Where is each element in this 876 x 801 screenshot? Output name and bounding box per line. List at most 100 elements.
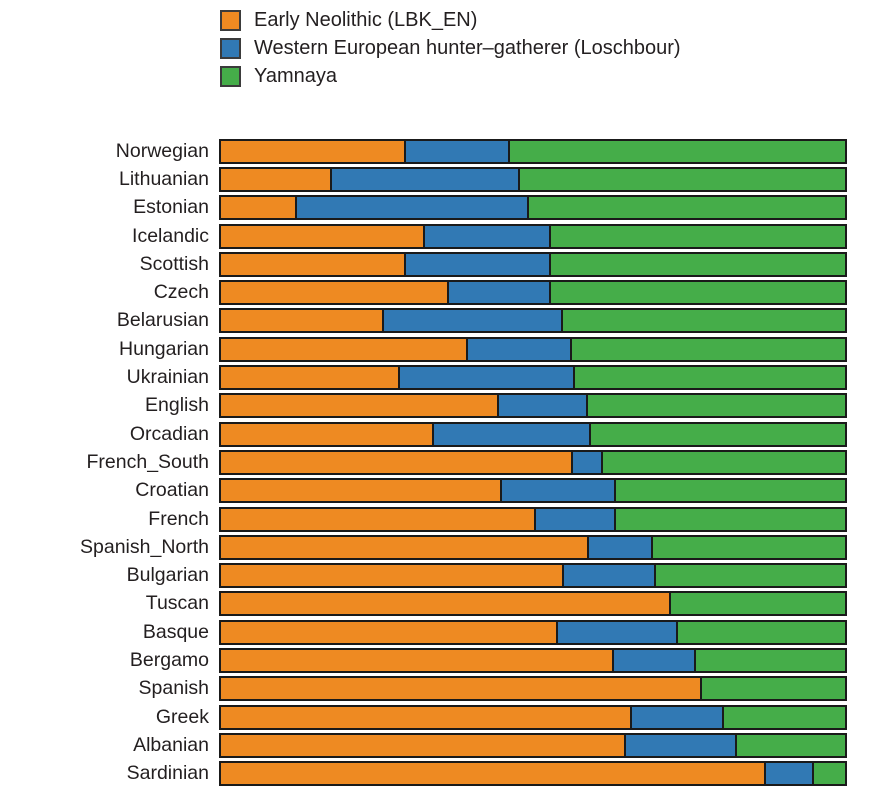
- chart-row-spanish: Spanish: [0, 675, 876, 703]
- stacked-bar: [219, 336, 847, 362]
- bar-segment-hunter-gatherer: [329, 168, 518, 190]
- legend-swatch-yamnaya: [220, 65, 241, 87]
- row-label: Bergamo: [129, 648, 209, 671]
- bar-segment-yamnaya: [548, 225, 845, 247]
- legend-swatch-early-neolithic: [220, 9, 241, 31]
- bar-segment-early-neolithic: [221, 763, 764, 785]
- bar-segment-yamnaya: [560, 310, 845, 332]
- bar-segment-early-neolithic: [221, 282, 448, 304]
- stacked-bar: [219, 365, 847, 391]
- row-label: Basque: [142, 620, 209, 643]
- bar-segment-yamnaya: [573, 367, 845, 389]
- stacked-bar: [219, 421, 847, 447]
- stacked-bar: [219, 449, 847, 475]
- bar-segment-yamnaya: [668, 593, 845, 615]
- row-label: Albanian: [133, 733, 209, 756]
- bar-segment-early-neolithic: [221, 565, 562, 587]
- ancestry-stacked-bar-chart: Norwegian Lithuanian Estonian Icelandic Scot…: [0, 137, 876, 788]
- bar-segment-hunter-gatherer: [630, 706, 723, 728]
- stacked-bar: [219, 195, 847, 221]
- stacked-bar: [219, 591, 847, 617]
- chart-row-english: English: [0, 392, 876, 420]
- row-label: Sardinian: [126, 762, 209, 785]
- bar-segment-early-neolithic: [221, 649, 612, 671]
- bar-segment-early-neolithic: [221, 310, 383, 332]
- row-label: French_South: [86, 450, 210, 473]
- bar-segment-early-neolithic: [221, 451, 572, 473]
- chart-row-french: French: [0, 505, 876, 533]
- legend-item-yamnaya: Yamnaya: [220, 62, 681, 90]
- stacked-bar: [219, 704, 847, 730]
- bar-segment-yamnaya: [694, 649, 845, 671]
- chart-row-french_south: French_South: [0, 448, 876, 476]
- chart-row-bergamo: Bergamo: [0, 646, 876, 674]
- row-label: Czech: [153, 281, 209, 304]
- bar-segment-yamnaya: [613, 480, 845, 502]
- bar-segment-hunter-gatherer: [295, 197, 527, 219]
- legend-label-early-neolithic: Early Neolithic (LBK_EN): [254, 9, 478, 31]
- stacked-bar: [219, 676, 847, 702]
- stacked-bar: [219, 138, 847, 164]
- stacked-bar: [219, 563, 847, 589]
- legend-label-hunter-gatherer: Western European hunter–gatherer (Loschb…: [254, 37, 681, 59]
- chart-row-estonian: Estonian: [0, 194, 876, 222]
- bar-segment-yamnaya: [675, 621, 845, 643]
- bar-segment-early-neolithic: [221, 225, 423, 247]
- bar-segment-early-neolithic: [221, 706, 631, 728]
- bar-segment-early-neolithic: [221, 480, 500, 502]
- row-label: Croatian: [135, 479, 209, 502]
- bar-segment-yamnaya: [653, 565, 845, 587]
- stacked-bar: [219, 393, 847, 419]
- chart-legend: Early Neolithic (LBK_EN) Western European…: [220, 6, 681, 90]
- bar-segment-hunter-gatherer: [624, 734, 735, 756]
- bar-segment-yamnaya: [699, 678, 845, 700]
- chart-row-bulgarian: Bulgarian: [0, 561, 876, 589]
- chart-row-norwegian: Norwegian: [0, 137, 876, 165]
- row-label: Spanish_North: [80, 535, 209, 558]
- bar-segment-hunter-gatherer: [611, 649, 695, 671]
- bar-segment-yamnaya: [517, 168, 845, 190]
- bar-segment-early-neolithic: [221, 338, 466, 360]
- bar-segment-hunter-gatherer: [763, 763, 812, 785]
- bar-segment-early-neolithic: [221, 168, 330, 190]
- row-label: Tuscan: [145, 592, 209, 615]
- chart-row-belarusian: Belarusian: [0, 307, 876, 335]
- bar-segment-hunter-gatherer: [562, 565, 654, 587]
- row-label: Norwegian: [115, 139, 209, 162]
- bar-segment-yamnaya: [722, 706, 846, 728]
- bar-segment-yamnaya: [734, 734, 845, 756]
- bar-segment-hunter-gatherer: [534, 508, 614, 530]
- chart-row-spanish_north: Spanish_North: [0, 533, 876, 561]
- bar-segment-early-neolithic: [221, 367, 398, 389]
- chart-row-basque: Basque: [0, 618, 876, 646]
- chart-row-croatian: Croatian: [0, 477, 876, 505]
- stacked-bar: [219, 506, 847, 532]
- stacked-bar: [219, 761, 847, 787]
- bar-segment-early-neolithic: [221, 508, 535, 530]
- bar-segment-early-neolithic: [221, 678, 700, 700]
- row-label: French: [148, 507, 209, 530]
- bar-segment-hunter-gatherer: [447, 282, 549, 304]
- row-label: Icelandic: [132, 224, 209, 247]
- chart-row-ukrainian: Ukrainian: [0, 363, 876, 391]
- chart-row-icelandic: Icelandic: [0, 222, 876, 250]
- chart-row-scottish: Scottish: [0, 250, 876, 278]
- bar-segment-hunter-gatherer: [431, 423, 589, 445]
- stacked-bar: [219, 166, 847, 192]
- bar-segment-hunter-gatherer: [500, 480, 614, 502]
- legend-label-yamnaya: Yamnaya: [254, 65, 338, 87]
- bar-segment-hunter-gatherer: [382, 310, 561, 332]
- bar-segment-hunter-gatherer: [403, 253, 549, 275]
- bar-segment-early-neolithic: [221, 140, 404, 162]
- stacked-bar: [219, 251, 847, 277]
- bar-segment-hunter-gatherer: [555, 621, 676, 643]
- row-label: Hungarian: [119, 337, 209, 360]
- bar-segment-yamnaya: [548, 253, 845, 275]
- row-label: Orcadian: [129, 422, 209, 445]
- bar-segment-hunter-gatherer: [422, 225, 549, 247]
- bar-segment-yamnaya: [526, 197, 846, 219]
- stacked-bar: [219, 280, 847, 306]
- chart-row-czech: Czech: [0, 278, 876, 306]
- row-label: Bulgarian: [126, 564, 209, 587]
- bar-segment-early-neolithic: [221, 395, 497, 417]
